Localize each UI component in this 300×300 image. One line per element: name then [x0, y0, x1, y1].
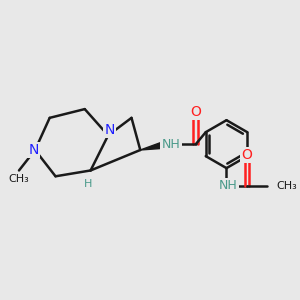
Text: N: N	[104, 122, 115, 136]
Text: O: O	[190, 105, 201, 119]
Text: CH₃: CH₃	[277, 181, 298, 191]
Text: NH: NH	[219, 179, 237, 192]
Polygon shape	[140, 143, 161, 150]
Text: NH: NH	[162, 138, 180, 151]
Text: H: H	[83, 178, 92, 189]
Text: O: O	[242, 148, 252, 162]
Text: CH₃: CH₃	[9, 174, 29, 184]
Text: N: N	[28, 143, 39, 157]
